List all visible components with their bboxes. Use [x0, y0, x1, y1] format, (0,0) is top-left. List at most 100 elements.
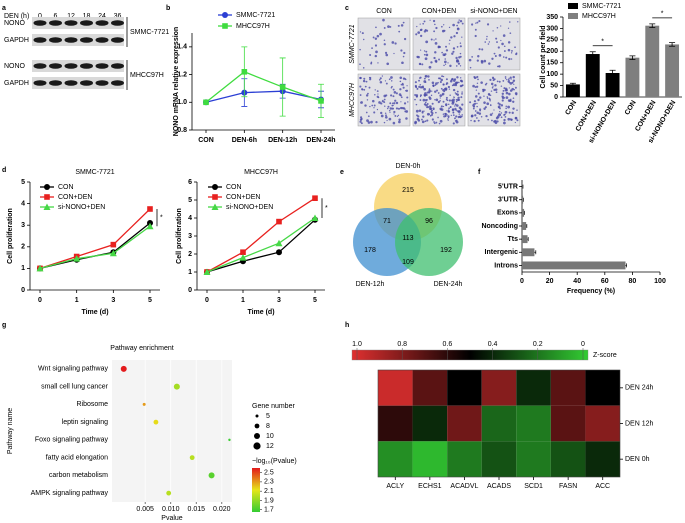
stained-cell [496, 26, 499, 29]
stained-cell [508, 21, 511, 23]
band [33, 37, 47, 43]
stained-cell [434, 84, 437, 86]
stained-cell [399, 76, 403, 80]
stained-cell [442, 113, 445, 115]
stained-cell [512, 79, 516, 82]
stained-cell [478, 48, 481, 51]
legend-size [254, 433, 260, 439]
stained-cell [514, 92, 518, 95]
panel-label: a [2, 5, 6, 12]
stained-cell [474, 28, 477, 31]
y-tick-label: fatty acid elongation [46, 454, 108, 461]
stained-cell [440, 87, 443, 90]
stained-cell [399, 80, 402, 83]
stained-cell [403, 102, 407, 105]
row-label: DEN 0h [625, 456, 650, 463]
stained-cell [365, 111, 368, 114]
stained-cell [395, 92, 398, 95]
stained-cell [397, 107, 401, 110]
heat-cell [516, 370, 551, 406]
stained-cell [442, 75, 445, 78]
stained-cell [489, 78, 492, 81]
stained-cell [428, 78, 430, 81]
stained-cell [454, 107, 457, 110]
legend-label: MHCC97H [582, 13, 616, 20]
group-label: MHCC97H [130, 72, 164, 79]
row-label: MHCC97H [349, 82, 356, 117]
panel-label: c [345, 5, 349, 12]
y-tick-label: 250 [546, 37, 558, 44]
bar [522, 248, 535, 257]
stained-cell [457, 21, 460, 24]
stained-cell [431, 90, 433, 92]
stained-cell [447, 62, 449, 64]
heat-cell [447, 405, 482, 442]
colorbar-title: Z-score [593, 352, 617, 359]
stained-cell [471, 56, 473, 58]
stained-cell [492, 30, 494, 32]
stained-cell [455, 65, 458, 67]
stained-cell [483, 95, 485, 97]
y-tick-label: 4 [188, 215, 192, 222]
stained-cell [514, 121, 516, 124]
stained-cell [502, 34, 506, 37]
stained-cell [403, 37, 407, 41]
band [95, 80, 109, 86]
x-axis-label: Frequency (%) [567, 288, 615, 295]
stained-cell [455, 82, 457, 85]
series-line [206, 197, 316, 273]
stained-cell [359, 120, 362, 123]
stained-cell [445, 104, 448, 107]
stained-cell [444, 53, 447, 56]
x-tick-label: 20 [546, 278, 554, 285]
y-tick-label: Wnt signaling pathway [38, 366, 109, 373]
marker [147, 206, 153, 212]
stained-cell [376, 34, 380, 38]
stained-cell [445, 45, 448, 48]
band [64, 63, 78, 69]
stained-cell [510, 118, 513, 121]
stained-cell [391, 104, 394, 107]
stained-cell [419, 99, 422, 102]
stained-cell [394, 42, 397, 45]
y-tick-label: Tts [508, 236, 519, 243]
stained-cell [442, 105, 445, 108]
colorbar [252, 468, 260, 512]
stained-cell [435, 111, 437, 114]
x-tick-label: 5 [313, 297, 317, 304]
blot-strip [32, 17, 124, 29]
band [111, 20, 124, 26]
stained-cell [513, 83, 515, 85]
stained-cell [448, 99, 451, 102]
stained-cell [488, 62, 491, 65]
panel-label: h [345, 322, 349, 329]
stained-cell [453, 79, 456, 82]
stained-cell [469, 101, 472, 104]
legend-label: CON+DEN [226, 194, 260, 201]
y-tick-label: 300 [546, 25, 558, 32]
legend-label: 5 [266, 413, 270, 420]
stained-cell [487, 118, 489, 121]
stained-cell [424, 57, 428, 61]
stained-cell [377, 96, 380, 99]
colorbar-label: 2.5 [264, 469, 274, 476]
stained-cell [428, 89, 432, 93]
heat-cell [412, 370, 448, 406]
stained-cell [452, 83, 456, 87]
stained-cell [501, 92, 505, 95]
stained-cell [434, 90, 437, 93]
stained-cell [433, 122, 436, 125]
chart-title: Pathway enrichment [110, 345, 173, 352]
stained-cell [364, 85, 367, 88]
y-tick-label: 1 [21, 265, 25, 272]
stained-cell [361, 88, 364, 91]
stained-cell [453, 96, 455, 98]
marker [146, 222, 154, 230]
legend-label: si-NONO+DEN [58, 204, 105, 211]
stained-cell [423, 53, 426, 56]
x-tick-label: 80 [629, 278, 637, 285]
stained-cell [424, 76, 427, 78]
stained-cell [447, 103, 450, 106]
stained-cell [497, 46, 500, 49]
stained-cell [500, 116, 503, 119]
